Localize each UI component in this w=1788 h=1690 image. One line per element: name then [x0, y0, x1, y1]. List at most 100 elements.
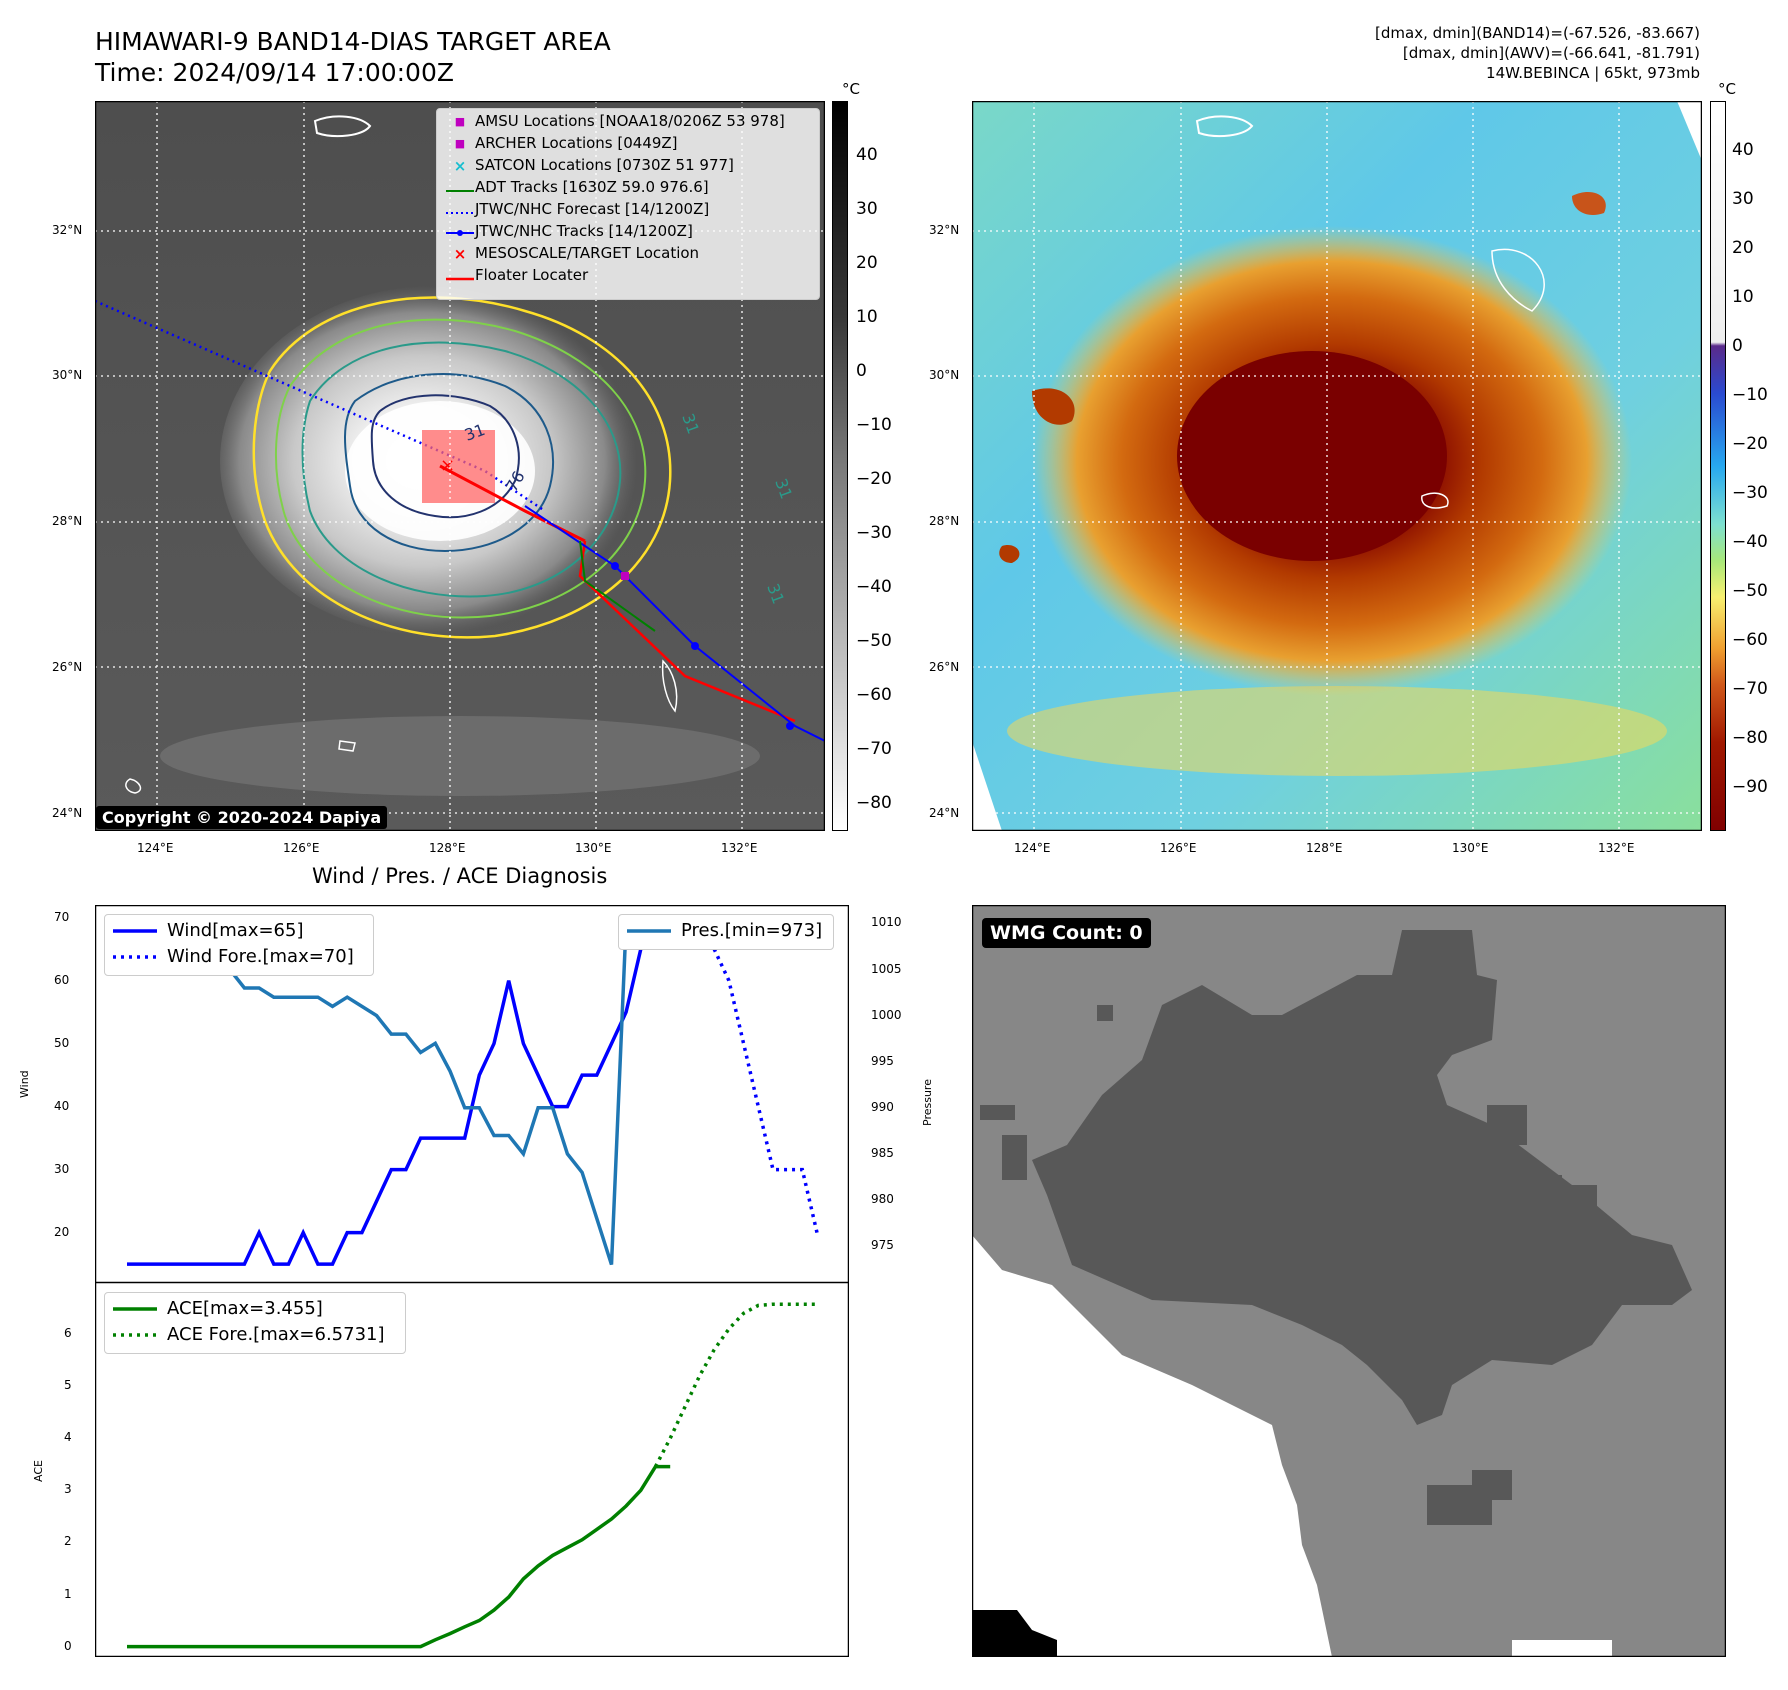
diagnosis-title: Wind / Pres. / ACE Diagnosis	[312, 864, 608, 888]
colorbar-color-tick: 20	[1732, 238, 1754, 258]
lon-label: 128°E	[1306, 841, 1343, 855]
legend-item-amsu: ■ AMSU Locations [NOAA18/0206Z 53 978]	[454, 112, 785, 130]
ace-legend: ACE[max=3.455] ACE Fore.[max=6.5731]	[104, 1292, 406, 1354]
series-line-0	[127, 915, 671, 1266]
wind-tick-label: 20	[54, 1224, 70, 1239]
map-legend: ■ AMSU Locations [NOAA18/0206Z 53 978] ■ A…	[436, 108, 820, 300]
chart-title: HIMAWARI-9 BAND14-DIAS TARGET AREA	[95, 27, 611, 56]
lat-label: 32°N	[929, 223, 960, 237]
wind-tick-label: 60	[54, 972, 70, 987]
legend-item-mesoscale: × MESOSCALE/TARGET Location	[453, 244, 700, 263]
lon-label: 130°E	[1452, 841, 1489, 855]
lon-label: 132°E	[721, 841, 758, 855]
legend-item-jtwc-forecast: JTWC/NHC Forecast [14/1200Z]	[446, 200, 710, 218]
colorbar-color-tick: 30	[1732, 189, 1754, 209]
chart-time: Time: 2024/09/14 17:00:00Z	[95, 58, 454, 87]
ace-tick-label: 1	[64, 1586, 72, 1601]
colorbar-color-tick: −10	[1732, 385, 1768, 405]
legend-item-floater: Floater Locater	[446, 266, 589, 284]
wmg-count-badge: WMG Count: 0	[982, 918, 1151, 948]
wind-tick-label: 70	[54, 909, 70, 924]
lon-label: 130°E	[575, 841, 612, 855]
pressure-tick-label: 985	[871, 1145, 894, 1160]
pressure-tick-label: 1010	[871, 915, 902, 930]
wind-tick-label: 30	[54, 1161, 70, 1176]
ace-tick-label: 3	[64, 1482, 72, 1497]
lat-label: 30°N	[929, 368, 960, 382]
ace-tick-label: 5	[64, 1378, 72, 1393]
colorbar-color-tick: −60	[1732, 630, 1768, 650]
lat-label: 28°N	[929, 514, 960, 528]
colorbar-unit: °C	[842, 80, 860, 98]
lat-label: 26°N	[929, 660, 960, 674]
colorbar-gray-tick: 40	[856, 145, 878, 165]
colorbar-color-tick: 10	[1732, 287, 1754, 307]
legend-item-archer: ■ ARCHER Locations [0449Z]	[454, 134, 678, 152]
lat-label: 30°N	[52, 368, 83, 382]
lat-label: 24°N	[929, 806, 960, 820]
svg-text:×: ×	[440, 455, 455, 476]
info-line-awv: [dmax, dmin](AWV)=(-66.641, -81.791)	[1402, 44, 1700, 62]
eye-target-box	[422, 430, 495, 503]
colorbar-gray-tick: −30	[856, 523, 892, 543]
ace-tick-label: 0	[64, 1638, 72, 1653]
legend-wind-fore: Wind Fore.[max=70]	[113, 946, 354, 967]
lon-label: 124°E	[1014, 841, 1051, 855]
legend-item-satcon: × SATCON Locations [0730Z 51 977]	[453, 156, 734, 175]
wind-axis-label: Wind	[18, 1070, 31, 1098]
colorbar-color-tick: −80	[1732, 728, 1768, 748]
lon-label: 126°E	[1160, 841, 1197, 855]
wind-tick-label: 40	[54, 1098, 70, 1113]
legend-item-jtwc-tracks: JTWC/NHC Tracks [14/1200Z]	[445, 220, 693, 242]
pressure-tick-label: 990	[871, 1099, 894, 1114]
pressure-tick-label: 980	[871, 1192, 894, 1207]
colorbar-color-tick: −40	[1732, 532, 1768, 552]
lon-label: 132°E	[1598, 841, 1635, 855]
pressure-axis-label: Pressure	[921, 1079, 934, 1126]
colorbar-gray-tick: −40	[856, 577, 892, 597]
colorbar-color-tick: −70	[1732, 679, 1768, 699]
ir-color-map	[972, 101, 1702, 831]
legend-pressure: Pres.[min=973]	[627, 920, 823, 941]
wmg-mask-panel	[972, 905, 1726, 1657]
colorbar-gray-tick: −20	[856, 469, 892, 489]
ace-tick-label: 4	[64, 1430, 72, 1445]
legend-item-adt: ADT Tracks [1630Z 59.0 976.6]	[446, 178, 709, 196]
pressure-tick-label: 975	[871, 1238, 894, 1253]
ace-tick-label: 2	[64, 1534, 72, 1549]
legend-wind: Wind[max=65]	[113, 920, 304, 941]
ace-axis-label: ACE	[32, 1460, 45, 1482]
colorbar-gray-tick: 30	[856, 199, 878, 219]
colorbar-color-tick: 40	[1732, 140, 1754, 160]
wind-tick-label: 50	[54, 1035, 70, 1050]
colorbar-gray-tick: −60	[856, 685, 892, 705]
ace-tick-label: 6	[64, 1326, 72, 1341]
lon-label: 124°E	[137, 841, 174, 855]
pressure-tick-label: 1005	[871, 961, 902, 976]
colorbar-gray-tick: −10	[856, 415, 892, 435]
ace-series-line-1	[653, 1302, 817, 1468]
lat-label: 24°N	[52, 806, 83, 820]
colorbar-color-tick: −30	[1732, 483, 1768, 503]
info-line-storm: 14W.BEBINCA | 65kt, 973mb	[1486, 64, 1700, 82]
colorbar-color-tick: −50	[1732, 581, 1768, 601]
wind-legend: Wind[max=65] Wind Fore.[max=70]	[104, 914, 374, 976]
colorbar-gray	[832, 101, 848, 831]
pressure-tick-label: 1000	[871, 1007, 902, 1022]
colorbar-gray-tick: 20	[856, 253, 878, 273]
colorbar-unit: °C	[1718, 80, 1736, 98]
colorbar-gray-tick: −80	[856, 793, 892, 813]
colorbar-color	[1710, 101, 1726, 831]
colorbar-color-tick: −20	[1732, 434, 1768, 454]
info-line-band14: [dmax, dmin](BAND14)=(-67.526, -83.667)	[1375, 24, 1700, 42]
ace-series-line-0	[127, 1464, 671, 1649]
colorbar-gray-tick: 10	[856, 307, 878, 327]
lon-label: 128°E	[429, 841, 466, 855]
colorbar-color-tick: 0	[1732, 336, 1743, 356]
lon-label: 126°E	[283, 841, 320, 855]
colorbar-gray-tick: −50	[856, 631, 892, 651]
colorbar-gray-tick: 0	[856, 361, 867, 381]
legend-ace: ACE[max=3.455]	[113, 1298, 323, 1319]
colorbar-gray-tick: −70	[856, 739, 892, 759]
lat-label: 26°N	[52, 660, 83, 674]
